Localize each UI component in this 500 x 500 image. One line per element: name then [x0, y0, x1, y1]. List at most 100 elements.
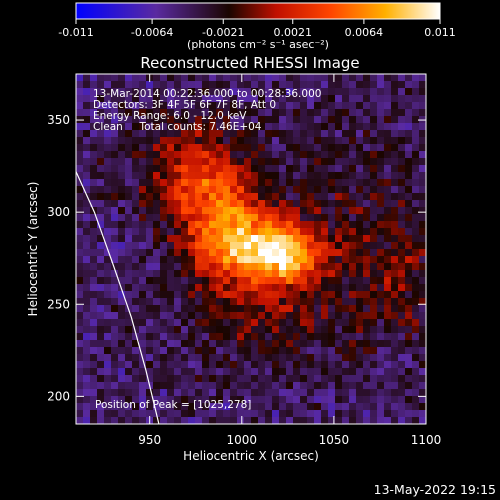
- heatmap-cell: [181, 95, 189, 103]
- heatmap-cell: [244, 242, 252, 250]
- heatmap-cell: [174, 326, 182, 334]
- heatmap-cell: [265, 284, 273, 292]
- heatmap-cell: [174, 410, 182, 418]
- heatmap-cell: [244, 74, 252, 82]
- heatmap-cell: [230, 410, 238, 418]
- heatmap-cell: [76, 221, 84, 229]
- heatmap-cell: [328, 333, 336, 341]
- heatmap-cell: [76, 333, 84, 341]
- heatmap-cell: [398, 221, 406, 229]
- heatmap-cell: [237, 193, 245, 201]
- heatmap-cell: [293, 207, 301, 215]
- heatmap-cell: [377, 116, 385, 124]
- heatmap-cell: [167, 116, 175, 124]
- heatmap-cell: [265, 340, 273, 348]
- heatmap-cell: [251, 333, 259, 341]
- heatmap-cell: [342, 319, 350, 327]
- heatmap-cell: [104, 389, 112, 397]
- heatmap-cell: [391, 193, 399, 201]
- heatmap-cell: [370, 102, 378, 110]
- heatmap-cell: [328, 361, 336, 369]
- heatmap-cell: [188, 361, 196, 369]
- heatmap-cell: [384, 137, 392, 145]
- heatmap-cell: [153, 333, 161, 341]
- heatmap-cell: [335, 137, 343, 145]
- heatmap-cell: [349, 319, 357, 327]
- heatmap-cell: [237, 319, 245, 327]
- heatmap-cell: [419, 144, 426, 152]
- heatmap-cell: [132, 144, 140, 152]
- heatmap-cell: [363, 396, 371, 404]
- heatmap-cell: [356, 340, 364, 348]
- heatmap-cell: [356, 305, 364, 313]
- heatmap-cell: [286, 305, 294, 313]
- heatmap-cell: [160, 368, 168, 376]
- heatmap-cell: [328, 319, 336, 327]
- heatmap-cell: [321, 396, 329, 404]
- heatmap-cell: [279, 207, 287, 215]
- heatmap-cell: [181, 410, 189, 418]
- heatmap-cell: [139, 417, 147, 424]
- heatmap-cell: [237, 326, 245, 334]
- heatmap-cell: [265, 263, 273, 271]
- heatmap-cell: [209, 340, 217, 348]
- heatmap-cell: [160, 361, 168, 369]
- heatmap-cell: [97, 270, 105, 278]
- heatmap-cell: [342, 361, 350, 369]
- heatmap-cell: [174, 165, 182, 173]
- heatmap-cell: [321, 151, 329, 159]
- heatmap-cell: [216, 340, 224, 348]
- heatmap-cell: [132, 158, 140, 166]
- heatmap-cell: [216, 137, 224, 145]
- plot-frame: [75, 73, 427, 425]
- heatmap-cell: [244, 172, 252, 180]
- heatmap-cell: [167, 312, 175, 320]
- heatmap-cell: [307, 144, 315, 152]
- heatmap-cell: [286, 137, 294, 145]
- heatmap-cell: [349, 179, 357, 187]
- heatmap-cell: [321, 193, 329, 201]
- heatmap-cell: [335, 109, 343, 117]
- heatmap-cell: [202, 256, 210, 264]
- heatmap-cell: [300, 319, 308, 327]
- heatmap-cell: [244, 354, 252, 362]
- heatmap-cell: [328, 123, 336, 131]
- heatmap-cell: [363, 340, 371, 348]
- heatmap-cell: [90, 123, 98, 131]
- heatmap-cell: [237, 200, 245, 208]
- heatmap-cell: [321, 256, 329, 264]
- heatmap-cell: [349, 417, 357, 424]
- heatmap-cell: [125, 319, 133, 327]
- heatmap-cell: [111, 382, 119, 390]
- heatmap-cell: [153, 319, 161, 327]
- heatmap-cell: [391, 326, 399, 334]
- heatmap-cell: [398, 319, 406, 327]
- heatmap-cell: [195, 95, 203, 103]
- heatmap-cell: [286, 151, 294, 159]
- heatmap-cell: [384, 235, 392, 243]
- heatmap-cell: [405, 319, 413, 327]
- heatmap-cell: [398, 165, 406, 173]
- heatmap-cell: [195, 88, 203, 96]
- heatmap-cell: [412, 116, 420, 124]
- heatmap-cell: [153, 389, 161, 397]
- heatmap-cell: [153, 200, 161, 208]
- heatmap-cell: [398, 298, 406, 306]
- heatmap-cell: [321, 123, 329, 131]
- heatmap-cell: [412, 256, 420, 264]
- heatmap-cell: [202, 179, 210, 187]
- heatmap-cell: [188, 277, 196, 285]
- heatmap-cell: [111, 102, 119, 110]
- heatmap-cell: [377, 284, 385, 292]
- heatmap-cell: [349, 151, 357, 159]
- heatmap-cell: [279, 389, 287, 397]
- heatmap-cell: [307, 368, 315, 376]
- heatmap-cell: [181, 347, 189, 355]
- heatmap-cell: [272, 228, 280, 236]
- heatmap-cell: [139, 151, 147, 159]
- heatmap-cell: [349, 312, 357, 320]
- heatmap-cell: [272, 88, 280, 96]
- heatmap-cell: [76, 249, 84, 257]
- heatmap-cell: [202, 116, 210, 124]
- heatmap-cell: [300, 382, 308, 390]
